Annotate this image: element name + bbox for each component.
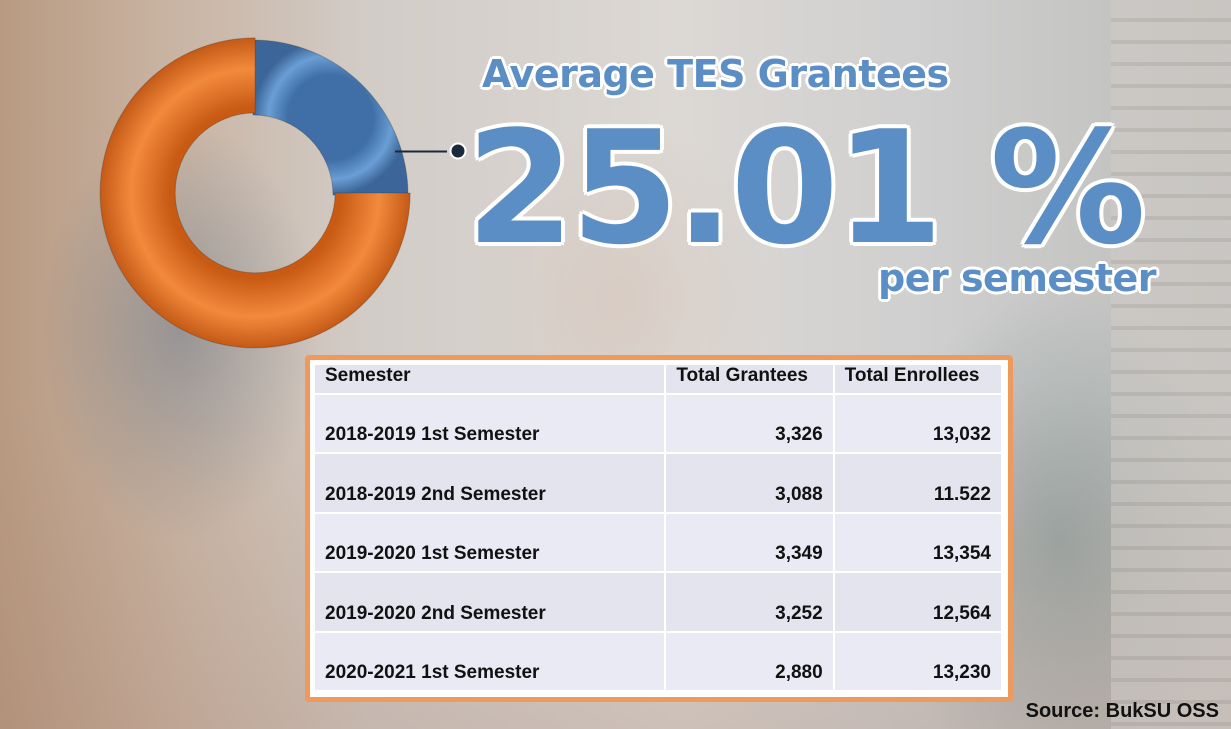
enrollees-cell: 12,564: [833, 572, 1004, 632]
callout-dot: [449, 142, 467, 160]
donut-slice-grantees: [252, 39, 409, 196]
callout-connector: [395, 150, 447, 153]
table-row: 2019-2020 1st Semester 3,349 13,354: [315, 512, 1004, 573]
table-row: 2019-2020 2nd Semester 3,252 12,564: [315, 572, 1004, 632]
grantees-cell: 3,349: [665, 512, 835, 573]
grantees-cell: 3,252: [665, 572, 835, 632]
grantees-cell: 3,088: [665, 453, 835, 513]
column-header-total-enrollees: Total Enrollees: [833, 365, 1004, 394]
enrollees-cell: 11.522: [833, 453, 1004, 513]
chart-title: Average TES Grantees: [482, 52, 949, 96]
column-header-total-grantees: Total Grantees: [665, 365, 835, 394]
semester-cell: 2020-2021 1st Semester: [315, 631, 667, 691]
chart-subtitle: per semester: [878, 256, 1157, 300]
table-header-row: Semester Total Grantees Total Enrollees: [315, 365, 1004, 394]
grantees-cell: 3,326: [665, 394, 835, 454]
semester-cell: 2018-2019 1st Semester: [315, 394, 667, 454]
enrollees-cell: 13,032: [833, 394, 1004, 454]
source-credit: Source: BukSU OSS: [1025, 700, 1219, 722]
semester-cell: 2019-2020 2nd Semester: [315, 572, 667, 632]
donut-chart: [99, 37, 411, 349]
background-pillars: [1111, 0, 1231, 729]
table-row: 2018-2019 1st Semester 3,326 13,032: [315, 394, 1004, 454]
grantees-cell: 2,880: [665, 631, 835, 691]
table-row: 2018-2019 2nd Semester 3,088 11.522: [315, 453, 1004, 513]
enrollees-cell: 13,354: [833, 512, 1004, 573]
enrollees-cell: 13,230: [833, 631, 1004, 691]
donut-slice-non-grantees: [99, 37, 411, 349]
data-table-frame: Semester Total Grantees Total Enrollees …: [305, 355, 1013, 702]
semester-cell: 2018-2019 2nd Semester: [315, 453, 667, 513]
table-row: 2020-2021 1st Semester 2,880 13,230: [315, 631, 1004, 691]
column-header-semester: Semester: [315, 365, 667, 394]
big-percent-value: 25.01 %: [466, 97, 1146, 279]
semester-cell: 2019-2020 1st Semester: [315, 512, 667, 573]
data-table: Semester Total Grantees Total Enrollees …: [315, 365, 1004, 692]
